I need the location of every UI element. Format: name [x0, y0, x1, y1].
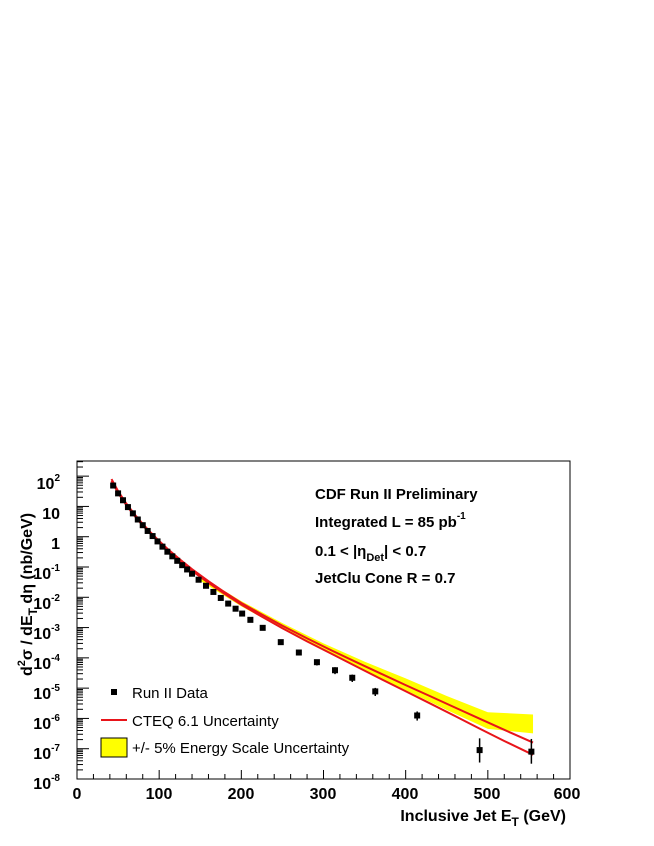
- data-point: [203, 582, 210, 589]
- data-point: [349, 674, 356, 681]
- data-point: [144, 527, 151, 534]
- data-point: [159, 543, 166, 550]
- data-point: [154, 538, 161, 545]
- legend-data-label: Run II Data: [132, 685, 209, 702]
- x-tick-labels: 0 100 200 300 400 500 600: [73, 786, 581, 803]
- data-point: [332, 667, 339, 674]
- x-tick-label: 300: [310, 786, 337, 803]
- data-point: [528, 748, 535, 755]
- y-tick-label: 10-5: [33, 683, 60, 703]
- x-axis-label: Inclusive Jet ET (GeV): [400, 808, 566, 829]
- data-point: [169, 553, 176, 560]
- x-tick-label: 600: [554, 786, 581, 803]
- x-axis-ticks: [76, 770, 571, 779]
- x-tick-label: 100: [146, 786, 173, 803]
- data-point: [414, 712, 421, 719]
- data-point: [120, 497, 127, 504]
- data-point: [247, 616, 254, 623]
- y-axis-label: d2σ / dET dη (nb/GeV): [16, 513, 40, 676]
- data-point: [195, 576, 202, 583]
- data-point: [174, 557, 181, 564]
- y-tick-label: 10-4: [33, 653, 60, 673]
- data-point: [259, 624, 266, 631]
- y-tick-label: 10-3: [33, 623, 60, 643]
- y-tick-label: 10-6: [33, 713, 60, 733]
- algorithm-label: JetClu Cone R = 0.7: [315, 570, 455, 587]
- y-tick-label: 1: [51, 536, 60, 553]
- experiment-title: CDF Run II Preliminary: [315, 486, 478, 503]
- data-point: [179, 562, 186, 569]
- data-point: [372, 688, 379, 695]
- run2-data-points: [110, 482, 535, 764]
- y-tick-label: 10-1: [33, 563, 60, 583]
- y-tick-labels: 102 10 1 10-1 10-2 10-3 10-4 10-5 10-6 1…: [33, 473, 60, 793]
- y-tick-label: 102: [37, 473, 61, 493]
- legend-band-label: +/- 5% Energy Scale Uncertainty: [132, 740, 350, 757]
- plot-frame: [76, 460, 571, 780]
- data-point: [295, 649, 302, 656]
- x-tick-label: 200: [228, 786, 255, 803]
- data-point: [313, 659, 320, 666]
- legend: Run II Data CTEQ 6.1 Uncertainty +/- 5% …: [100, 685, 350, 758]
- x-tick-label: 0: [73, 786, 82, 803]
- data-point: [189, 570, 196, 577]
- y-axis-ticks: [77, 461, 89, 780]
- data-point: [110, 482, 117, 489]
- eta-range-label: 0.1 < |ηDet| < 0.7: [315, 543, 426, 564]
- y-tick-label: 10-2: [33, 593, 60, 613]
- data-point: [476, 747, 483, 754]
- data-point: [129, 510, 136, 517]
- y-tick-label: 10: [42, 506, 60, 523]
- data-point: [217, 594, 224, 601]
- luminosity-label: Integrated L = 85 pb-1: [315, 511, 466, 531]
- y-tick-label: 10-7: [33, 743, 60, 763]
- data-point: [115, 490, 122, 497]
- y-tick-label: 10-8: [33, 773, 60, 793]
- x-tick-label: 500: [474, 786, 501, 803]
- data-point: [164, 548, 171, 555]
- legend-data-marker: [111, 689, 117, 695]
- data-point: [184, 566, 191, 573]
- data-point: [239, 610, 246, 617]
- legend-theory-label: CTEQ 6.1 Uncertainty: [132, 713, 279, 730]
- data-point: [232, 605, 239, 612]
- data-point: [134, 516, 141, 523]
- x-tick-label: 400: [392, 786, 419, 803]
- data-point: [210, 588, 217, 595]
- energy-scale-band: [200, 576, 534, 734]
- data-point: [277, 639, 284, 646]
- data-point: [149, 533, 156, 540]
- energy-scale-band-area: [200, 576, 534, 734]
- legend-band-swatch: [100, 737, 128, 758]
- data-point: [225, 600, 232, 607]
- data-point: [139, 522, 146, 529]
- data-point: [124, 504, 131, 511]
